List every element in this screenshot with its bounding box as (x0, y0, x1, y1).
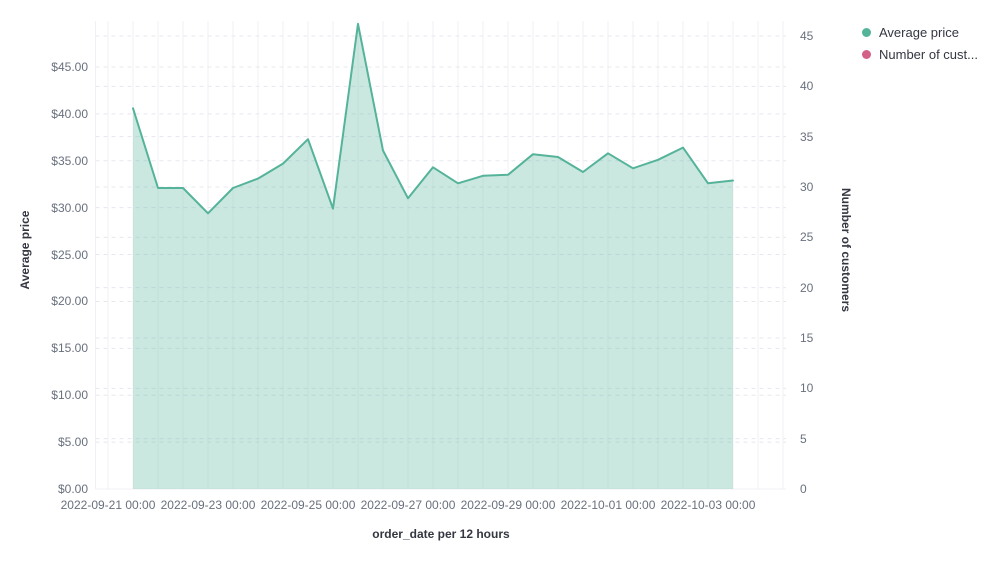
x-axis-tick-label: 2022-10-03 00:00 (660, 498, 756, 512)
x-axis-tick-label: 2022-09-21 00:00 (60, 498, 156, 512)
horizontal-gridlines-right-axis (95, 35, 786, 440)
left-axis-tick-label: $0.00 (57, 482, 88, 496)
x-axis-tick-label: 2022-09-27 00:00 (360, 498, 456, 512)
legend: Average price Number of cust... (862, 25, 978, 62)
legend-dot-average-price-icon (862, 28, 871, 37)
x-axis-title: order_date per 12 hours (372, 527, 510, 541)
x-axis-tick-label: 2022-10-01 00:00 (560, 498, 656, 512)
legend-item-average-price[interactable]: Average price (862, 25, 978, 40)
x-axis-tick-label: 2022-09-29 00:00 (460, 498, 556, 512)
right-axis-tick-label: 15 (800, 331, 814, 345)
legend-dot-number-of-customers-icon (862, 50, 871, 59)
average-price-line (132, 22, 734, 215)
right-axis-tick-label: 0 (800, 482, 807, 496)
left-axis-tick-label: $25.00 (51, 247, 88, 262)
left-axis-tick-label: $35.00 (51, 153, 88, 168)
right-axis-tick-label: 40 (800, 79, 814, 94)
right-axis-title: Number of customers (839, 187, 853, 313)
left-axis-tick-label: $15.00 (51, 341, 88, 356)
x-axis-tick-label: 2022-09-25 00:00 (260, 498, 356, 512)
right-axis-tick-label: 35 (800, 129, 814, 144)
legend-item-number-of-customers[interactable]: Number of cust... (862, 47, 978, 62)
left-axis-tick-label: $5.00 (57, 435, 88, 450)
right-axis-tick-label: 30 (800, 180, 814, 194)
left-axis-tick-label: $10.00 (51, 388, 88, 403)
right-axis-tick-label: 10 (800, 381, 814, 396)
left-axis-tick-label: $45.00 (51, 59, 88, 74)
right-axis-tick-label: 45 (800, 29, 814, 43)
right-axis-tick-label: 5 (800, 431, 807, 446)
legend-label: Average price (879, 25, 959, 40)
x-axis-tick-label: 2022-09-23 00:00 (160, 498, 256, 512)
average-price-area (133, 23, 733, 490)
horizontal-gridlines-left-axis (95, 66, 786, 443)
right-axis-tick-label: 20 (800, 280, 814, 295)
left-axis-tick-label: $40.00 (51, 106, 88, 121)
legend-label: Number of cust... (879, 47, 978, 62)
left-axis-tick-label: $30.00 (51, 200, 88, 215)
left-axis-tick-label: $20.00 (51, 294, 88, 309)
right-axis-tick-label: 25 (800, 230, 814, 245)
